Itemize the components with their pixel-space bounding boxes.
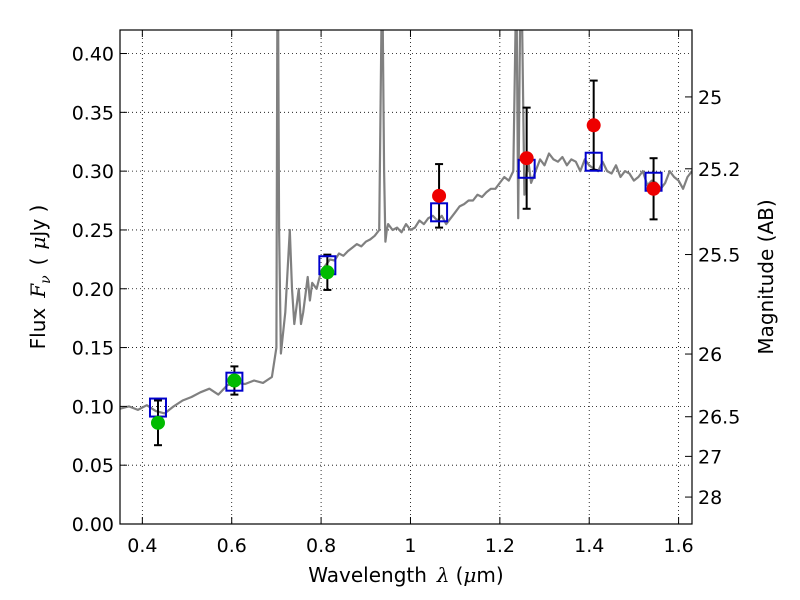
observed-photometry-point [432, 188, 447, 203]
tick-labels: 0.4 0.6 0.8 1 1.2 1.4 1.6 0.00 0.05 0.10 0.15 0.20 0… [72, 44, 741, 557]
observed-photometry-point [646, 181, 661, 196]
x-axis-title-text: Wavelength [308, 563, 427, 587]
x-axis-title-symbol: λ [436, 563, 450, 587]
x-tick-label: 0.4 [127, 535, 157, 557]
observed-photometry-point [320, 265, 335, 280]
axis-ticks [120, 30, 692, 525]
y-tick-label: 0.10 [72, 396, 114, 418]
mag-tick-label: 27 [698, 446, 722, 468]
observed-photometry-points [150, 118, 661, 430]
x-tick-label: 0.8 [306, 535, 336, 557]
observed-photometry-point [150, 415, 165, 430]
plot-frame [119, 29, 693, 525]
x-tick-label: 0.6 [217, 535, 247, 557]
y-axis-title-unit-open: ( [26, 258, 50, 266]
model-photometry-squares [148, 151, 663, 418]
x-axis-title-unit-open: ( [456, 563, 464, 587]
y-tick-label: 0.40 [72, 44, 114, 66]
mag-tick-label: 28 [698, 487, 722, 509]
y-axis-title-text: Flux [26, 308, 50, 350]
y-tick-label: 0.25 [72, 220, 114, 242]
x-tick-label: 1 [404, 535, 416, 557]
x-tick-label: 1.2 [485, 535, 515, 557]
observed-photometry-point [227, 373, 242, 388]
y-tick-label: 0.15 [72, 338, 114, 360]
y-tick-label: 0.30 [72, 161, 114, 183]
right-axis-title: Magnitude (AB) [754, 199, 778, 354]
observed-photometry-point [519, 151, 534, 166]
y-tick-label: 0.35 [72, 102, 114, 124]
y-tick-label: 0.00 [72, 514, 114, 536]
model-photometry-square [225, 371, 244, 392]
y-axis-title-symbol: F [26, 283, 50, 299]
mag-tick-label: 25 [698, 87, 722, 109]
grid [120, 30, 692, 525]
x-tick-label: 1.6 [663, 535, 693, 557]
mag-tick-label: 26 [698, 344, 722, 366]
y-tick-label: 0.20 [72, 279, 114, 301]
mag-tick-label: 26.5 [698, 407, 740, 429]
y-axis-title: Flux Fν ( μJy ) [26, 205, 54, 350]
y-axis-title-unit-rest: Jy ) [26, 205, 50, 239]
y-axis-title-unit-mu: μ [26, 237, 50, 250]
x-axis-title: Wavelength λ (μm) [308, 563, 503, 587]
mag-tick-label: 25.5 [698, 245, 740, 267]
model-spectrum-line [120, 30, 692, 415]
x-tick-label: 1.4 [574, 535, 604, 557]
y-axis-title-subscript: ν [38, 275, 54, 284]
observed-photometry-point [586, 118, 601, 133]
mag-tick-label: 25.2 [698, 159, 740, 181]
model-photometry-square [430, 202, 449, 223]
model-photometry-square [584, 151, 603, 172]
x-axis-title-unit-rest: m) [476, 563, 503, 587]
x-axis-title-unit-mu: μ [463, 563, 476, 587]
y-tick-label: 0.05 [72, 455, 114, 477]
